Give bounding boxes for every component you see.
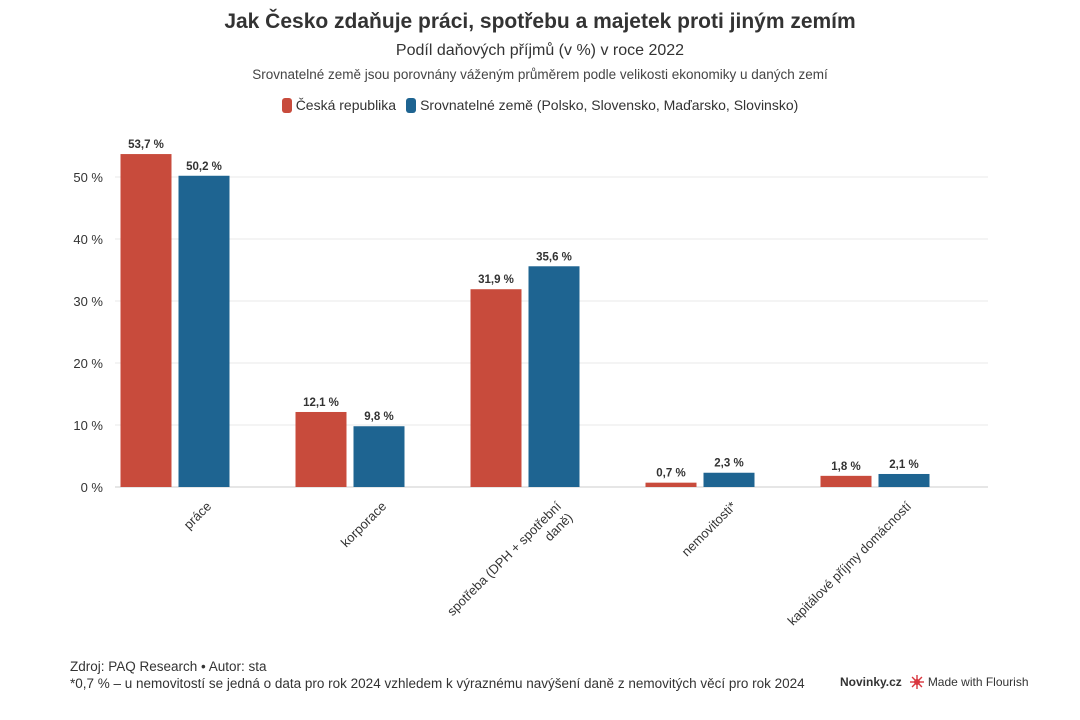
bar-comparable-4[interactable] bbox=[878, 473, 930, 487]
data-label: 53,7 % bbox=[128, 139, 164, 151]
y-tick-label: 40 % bbox=[73, 232, 103, 247]
legend-item-cz[interactable]: Česká republika bbox=[281, 97, 397, 113]
x-tick-label: kapitálové příjmy domácností bbox=[785, 498, 915, 628]
bar-comparable-3[interactable] bbox=[703, 472, 755, 487]
flourish-credit[interactable]: Made with Flourish bbox=[909, 675, 1029, 689]
x-tick-label: spotřeba (DPH + spotřební bbox=[444, 498, 564, 618]
x-tick-label-group: kapitálové příjmy domácností bbox=[785, 498, 915, 628]
chart-note: Srovnatelné země jsou porovnány váženým … bbox=[252, 67, 828, 82]
footer: Zdroj: PAQ Research • Autor: sta *0,7 % … bbox=[70, 658, 830, 692]
bar-chart: 0 % 10 % 20 % 30 % 40 % 50 % 53,7 % 12,1 % 31,9 … bbox=[73, 139, 988, 628]
data-label: 35,6 % bbox=[536, 251, 572, 263]
legend-swatch-comparable bbox=[406, 97, 417, 113]
flourish-icon bbox=[909, 675, 924, 689]
y-tick-label: 20 % bbox=[73, 356, 103, 371]
bar-cz-4[interactable] bbox=[820, 475, 872, 487]
bar-cz-3[interactable] bbox=[645, 482, 697, 487]
chart-subtitle: Podíl daňových příjmů (v %) v roce 2022 bbox=[395, 42, 685, 59]
x-tick-label: korporace bbox=[338, 499, 389, 550]
brand-area: Novinky.cz Made with Flourish bbox=[840, 675, 1029, 689]
legend-label-comparable: Srovnatelné země (Polsko, Slovensko, Maď… bbox=[420, 97, 799, 113]
data-label: 31,9 % bbox=[478, 274, 514, 286]
footnote-text: *0,7 % – u nemovitostí se jedná o data p… bbox=[70, 676, 805, 691]
data-label: 9,8 % bbox=[364, 411, 393, 423]
x-tick-label-group: korporace bbox=[338, 499, 389, 550]
data-label: 2,1 % bbox=[889, 459, 918, 471]
legend-swatch-cz bbox=[281, 97, 292, 113]
legend: Česká republika Srovnatelné země (Polsko… bbox=[0, 97, 1080, 113]
bar-comparable-2[interactable] bbox=[528, 266, 580, 487]
data-label: 2,3 % bbox=[714, 458, 743, 470]
legend-label-cz: Česká republika bbox=[295, 97, 397, 113]
y-tick-label: 50 % bbox=[73, 170, 103, 185]
data-label: 12,1 % bbox=[303, 397, 339, 409]
data-label: 50,2 % bbox=[186, 161, 222, 173]
y-tick-label: 30 % bbox=[73, 294, 103, 309]
data-label: 0,7 % bbox=[656, 468, 685, 480]
bar-cz-1[interactable] bbox=[295, 411, 347, 487]
novinky-logo[interactable]: Novinky.cz bbox=[840, 675, 902, 689]
x-tick-label: práce bbox=[181, 499, 215, 533]
bar-cz-0[interactable] bbox=[120, 154, 172, 487]
flourish-label: Made with Flourish bbox=[927, 675, 1029, 689]
chart-title: Jak Česko zdaňuje práci, spotřebu a maje… bbox=[224, 10, 856, 33]
bar-comparable-1[interactable] bbox=[353, 426, 405, 487]
bar-comparable-0[interactable] bbox=[178, 175, 230, 487]
y-tick-label: 10 % bbox=[73, 418, 103, 433]
x-tick-label-group: nemovitosti* bbox=[679, 499, 740, 560]
x-tick-label: nemovitosti* bbox=[679, 499, 740, 560]
y-tick-label: 0 % bbox=[81, 480, 104, 495]
bar-cz-2[interactable] bbox=[470, 289, 522, 487]
legend-item-comparable[interactable]: Srovnatelné země (Polsko, Slovensko, Maď… bbox=[406, 97, 798, 113]
x-tick-label-group: práce bbox=[181, 499, 215, 533]
data-label: 1,8 % bbox=[831, 461, 860, 473]
source-text: Zdroj: PAQ Research • Autor: sta bbox=[70, 659, 267, 674]
